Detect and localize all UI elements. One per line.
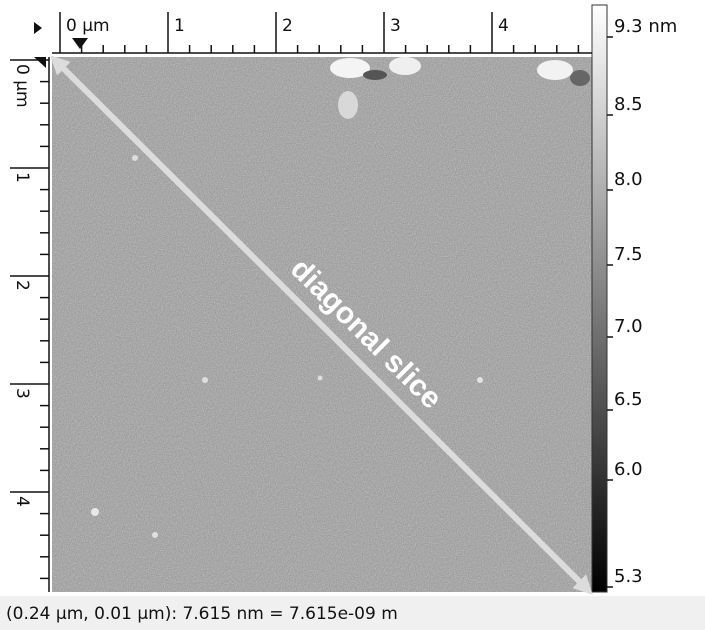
left-ruler-label: 2	[12, 280, 32, 291]
left-ruler-label: 3	[12, 388, 32, 399]
expand-arrow[interactable]	[34, 22, 42, 34]
colorbar-label: 7.5	[614, 244, 643, 265]
colorbar	[591, 4, 608, 593]
left-ruler-label: 1	[12, 172, 32, 183]
top-ruler-label: 0 µm	[66, 16, 110, 36]
y-marker[interactable]	[34, 57, 46, 68]
top-ruler-label: 4	[498, 16, 509, 36]
colorbar-label: 5.3	[614, 566, 643, 587]
colorbar-label: 9.3 nm	[614, 16, 677, 37]
x-marker[interactable]	[72, 38, 88, 49]
left-ruler-label: 4	[12, 496, 32, 507]
colorbar-label: 8.5	[614, 94, 643, 115]
slice-arrow	[50, 55, 593, 595]
colorbar-label: 7.0	[614, 316, 643, 337]
left-ruler-label: 0 µm	[12, 64, 32, 108]
top-ruler-label: 3	[390, 16, 401, 36]
colorbar-label: 6.5	[614, 389, 643, 410]
top-ruler-label: 2	[282, 16, 293, 36]
colorbar-label: 8.0	[614, 169, 643, 190]
top-ruler-label: 1	[174, 16, 185, 36]
status-text: (0.24 µm, 0.01 µm): 7.615 nm = 7.615e-09…	[6, 604, 398, 624]
status-bar	[0, 596, 705, 630]
colorbar-label: 6.0	[614, 459, 643, 480]
